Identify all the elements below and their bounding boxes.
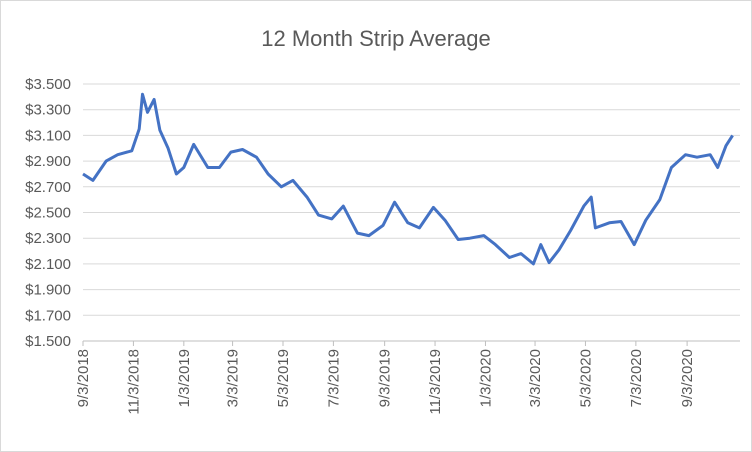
- x-tick-label: 5/3/2020: [577, 349, 594, 407]
- x-tick-label: 9/3/2018: [75, 349, 92, 407]
- y-tick-label: $2.300: [25, 230, 71, 247]
- x-tick-label: 3/3/2020: [527, 349, 544, 407]
- data-line: [82, 92, 734, 266]
- x-tick-label: 11/3/2018: [125, 349, 142, 415]
- x-tick-label: 3/3/2019: [225, 349, 242, 407]
- x-tick-label: 1/3/2019: [176, 349, 193, 407]
- x-tick-label: 7/3/2019: [325, 349, 342, 407]
- x-tick-label: 9/3/2020: [679, 349, 696, 407]
- y-tick-label: $3.100: [25, 127, 71, 144]
- y-tick-label: $2.500: [25, 205, 71, 222]
- y-tick-label: $1.500: [25, 333, 71, 350]
- chart-title: 12 Month Strip Average: [261, 26, 491, 51]
- y-tick-label: $3.500: [25, 76, 71, 93]
- x-tick-label: 5/3/2019: [275, 349, 292, 407]
- x-tick-label: 11/3/2019: [427, 349, 444, 415]
- y-tick-label: $1.700: [25, 307, 71, 324]
- x-tick-label: 7/3/2020: [628, 349, 645, 407]
- y-tick-label: $3.300: [25, 102, 71, 119]
- y-tick-label: $1.900: [25, 282, 71, 299]
- y-tick-label: $2.100: [25, 256, 71, 273]
- x-tick-label: 9/3/2019: [377, 349, 394, 407]
- x-tick-label: 1/3/2020: [477, 349, 494, 407]
- y-tick-label: $2.700: [25, 179, 71, 196]
- y-tick-label: $2.900: [25, 153, 71, 170]
